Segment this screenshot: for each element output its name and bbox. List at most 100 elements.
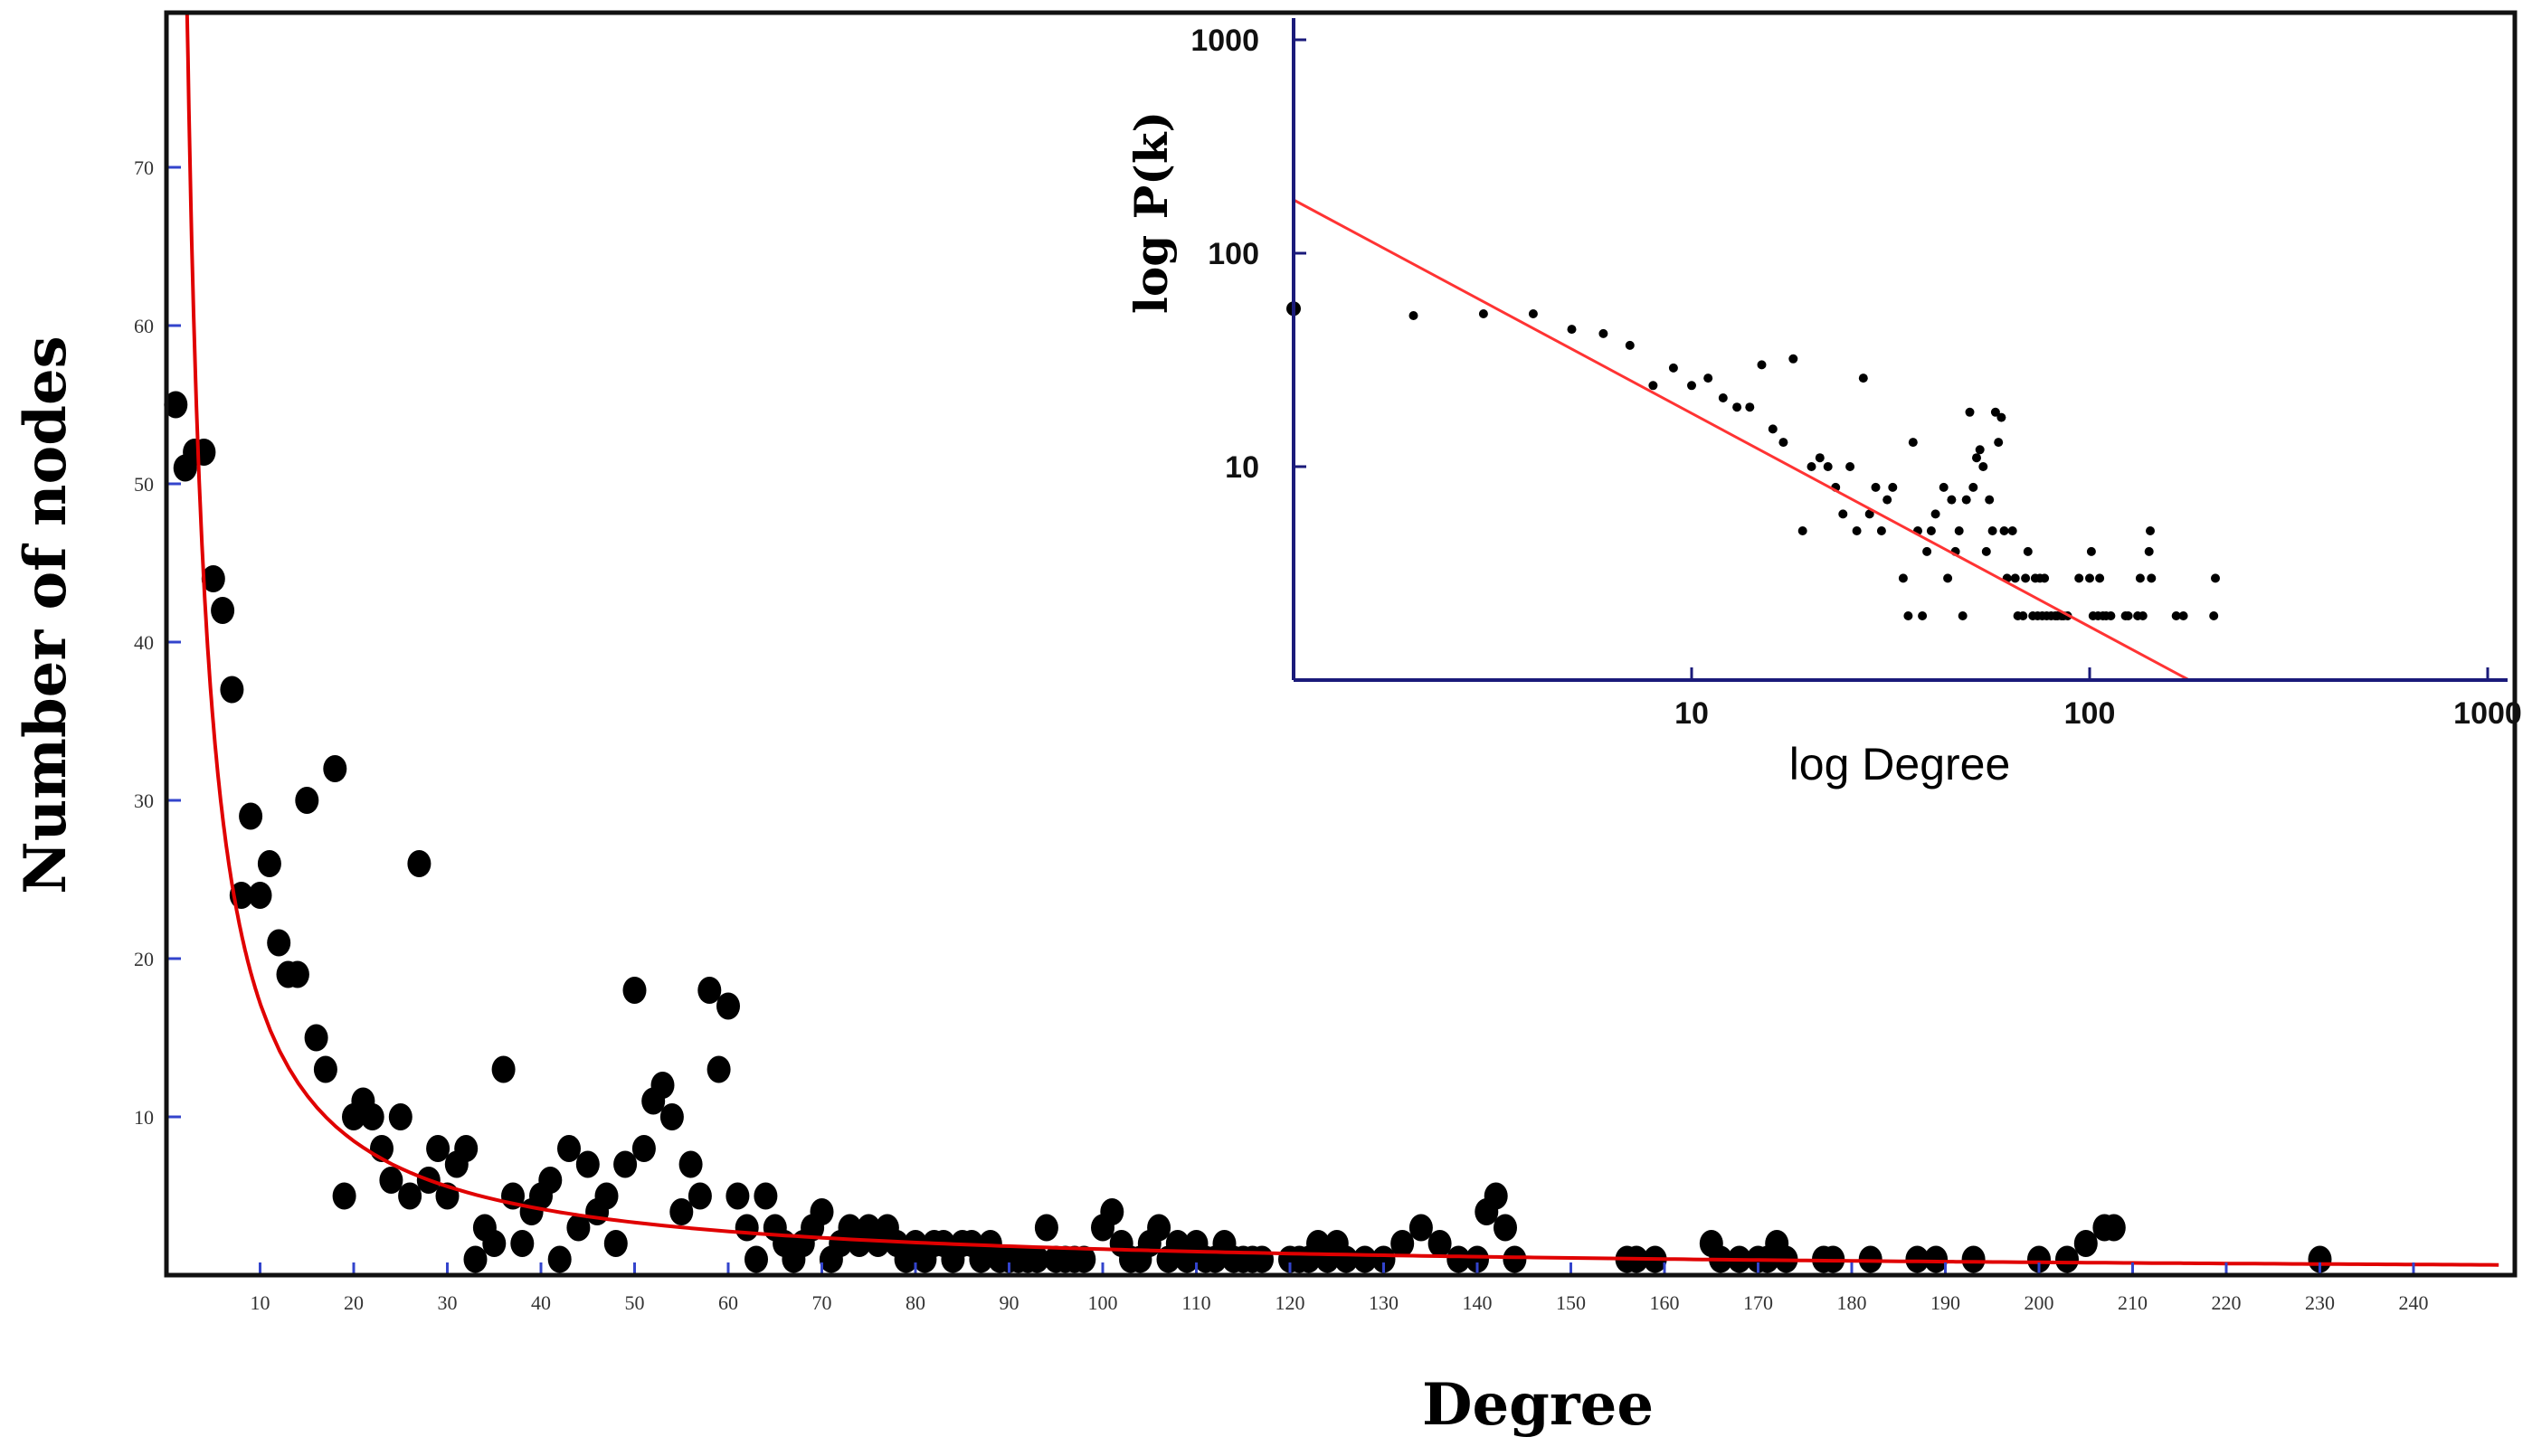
inset-data-point-64 bbox=[2018, 611, 2028, 620]
inset-data-point-11 bbox=[1703, 373, 1713, 383]
inset-data-point-54 bbox=[1985, 495, 1995, 505]
main-data-point-64 bbox=[754, 1182, 778, 1210]
inset-data-point-2 bbox=[1408, 311, 1418, 320]
inset-y-tick-label-10: 10 bbox=[1225, 450, 1259, 485]
main-y-tick-label-50: 50 bbox=[134, 473, 154, 496]
main-plot-frame bbox=[164, 10, 2518, 1278]
inset-data-point-5 bbox=[1567, 325, 1577, 335]
inset-data-point-29 bbox=[1871, 482, 1881, 492]
inset-data-point-12 bbox=[1718, 393, 1728, 402]
main-data-point-48 bbox=[603, 1230, 628, 1257]
main-data-point-124 bbox=[1352, 1245, 1377, 1273]
main-data-point-25 bbox=[388, 1103, 413, 1130]
main-data-point-11 bbox=[257, 850, 281, 877]
main-data-point-16 bbox=[304, 1024, 328, 1052]
main-data-point-55 bbox=[669, 1198, 694, 1225]
main-data-point-149 bbox=[1924, 1245, 1949, 1273]
main-y-tick-label-70: 70 bbox=[134, 156, 154, 179]
inset-data-point-30 bbox=[1876, 526, 1886, 535]
inset-data-point-15 bbox=[1757, 360, 1767, 370]
main-data-point-93 bbox=[1025, 1245, 1049, 1273]
main-data-point-43 bbox=[557, 1135, 581, 1162]
inset-data-point-98 bbox=[2178, 611, 2188, 620]
main-power-law-fit-line bbox=[176, 11, 2499, 1267]
inset-data-point-94 bbox=[2144, 546, 2154, 556]
main-data-point-60 bbox=[716, 992, 740, 1020]
inset-data-point-19 bbox=[1797, 526, 1807, 535]
main-x-tick-label-100: 100 bbox=[1088, 1291, 1118, 1314]
inset-data-point-80 bbox=[2074, 573, 2084, 583]
inset-data-point-49 bbox=[1968, 482, 1978, 492]
inset-data-point-10 bbox=[1687, 381, 1696, 391]
inset-data-point-62 bbox=[2010, 573, 2020, 583]
inset-data-point-85 bbox=[2095, 573, 2105, 583]
main-data-point-42 bbox=[547, 1245, 572, 1273]
main-data-point-1 bbox=[164, 391, 188, 419]
main-data-point-128 bbox=[1427, 1230, 1452, 1257]
main-data-point-41 bbox=[538, 1167, 563, 1194]
inset-data-point-9 bbox=[1668, 363, 1678, 373]
main-data-point-70 bbox=[810, 1198, 834, 1225]
main-x-tick-label-130: 130 bbox=[1369, 1291, 1399, 1314]
inset-data-point-61 bbox=[2007, 526, 2017, 535]
inset-data-point-42 bbox=[1943, 573, 1953, 583]
main-x-tick-label-10: 10 bbox=[251, 1291, 270, 1314]
inset-data-point-35 bbox=[1908, 438, 1918, 448]
main-x-tick-label-160: 160 bbox=[1650, 1291, 1680, 1314]
inset-data-point-3 bbox=[1478, 309, 1488, 318]
inset-data-point-88 bbox=[2106, 611, 2116, 620]
main-plot: 10 20 30 40 50 60 70 80 90 100 110 120 130 140 150 160 1… bbox=[12, 10, 2518, 1439]
main-data-point-125 bbox=[1371, 1245, 1396, 1273]
main-data-point-35 bbox=[482, 1230, 507, 1257]
inset-data-point-41 bbox=[1939, 482, 1949, 492]
main-data-point-47 bbox=[594, 1182, 619, 1210]
inset-y-axis-title: log P(k) bbox=[1124, 111, 1178, 314]
main-x-tick-label-110: 110 bbox=[1181, 1291, 1210, 1314]
main-data-point-29 bbox=[426, 1135, 450, 1162]
main-x-tick-label-230: 230 bbox=[2305, 1291, 2335, 1314]
inset-data-point-6 bbox=[1598, 328, 1608, 338]
main-data-point-44 bbox=[566, 1214, 591, 1242]
inset-data-point-4 bbox=[1528, 309, 1538, 318]
main-data-point-54 bbox=[659, 1103, 684, 1130]
inset-data-point-92 bbox=[2135, 573, 2145, 583]
main-data-point-22 bbox=[360, 1103, 384, 1130]
inset-data-point-95 bbox=[2146, 526, 2155, 535]
inset-x-tick-label-1000: 1000 bbox=[2453, 696, 2522, 731]
main-x-tick-label-40: 40 bbox=[531, 1291, 551, 1314]
inset-data-point-13 bbox=[1732, 402, 1742, 412]
main-y-tick-label-20: 20 bbox=[134, 948, 154, 970]
main-x-tick-label-20: 20 bbox=[344, 1291, 364, 1314]
inset-data-point-38 bbox=[1922, 546, 1932, 556]
main-x-tick-label-140: 140 bbox=[1463, 1291, 1493, 1314]
main-x-tick-label-30: 30 bbox=[438, 1291, 458, 1314]
inset-data-point-58 bbox=[1996, 412, 2006, 422]
main-data-point-15 bbox=[295, 787, 319, 814]
main-x-axis-title: Degree bbox=[1422, 1371, 1654, 1439]
inset-data-point-56 bbox=[1990, 407, 2000, 417]
main-x-tick-label-50: 50 bbox=[625, 1291, 645, 1314]
inset-y-tick-label-100: 100 bbox=[1208, 237, 1259, 271]
main-data-point-100 bbox=[1100, 1198, 1124, 1225]
main-data-point-156 bbox=[2308, 1245, 2332, 1273]
inset-data-point-50 bbox=[1972, 453, 1981, 463]
main-data-point-98 bbox=[1072, 1245, 1096, 1273]
inset-data-point-48 bbox=[1965, 407, 1975, 417]
main-data-point-94 bbox=[1034, 1214, 1058, 1242]
inset-plot: 10 100 1000 10 100 1000 log Degree log P(k) bbox=[1124, 18, 2522, 789]
inset-data-point-96 bbox=[2147, 573, 2157, 583]
main-x-tick-label-150: 150 bbox=[1556, 1291, 1586, 1314]
inset-data-point-20 bbox=[1807, 462, 1816, 471]
inset-x-axis-title: log Degree bbox=[1789, 739, 2011, 789]
inset-data-point-82 bbox=[2086, 546, 2096, 556]
inset-data-point-22 bbox=[1823, 462, 1833, 471]
main-data-point-129 bbox=[1446, 1245, 1471, 1273]
main-x-tick-label-70: 70 bbox=[812, 1291, 832, 1314]
inset-data-point-53 bbox=[1981, 546, 1991, 556]
main-data-point-6 bbox=[211, 597, 235, 624]
inset-data-point-97 bbox=[2171, 611, 2181, 620]
inset-data-point-99 bbox=[2209, 611, 2219, 620]
main-data-point-151 bbox=[2027, 1245, 2051, 1273]
main-data-point-38 bbox=[510, 1230, 535, 1257]
main-x-axis-ticks: 10 20 30 40 50 60 70 80 90 100 110 120 130 140 150 160 1… bbox=[251, 1262, 2429, 1314]
